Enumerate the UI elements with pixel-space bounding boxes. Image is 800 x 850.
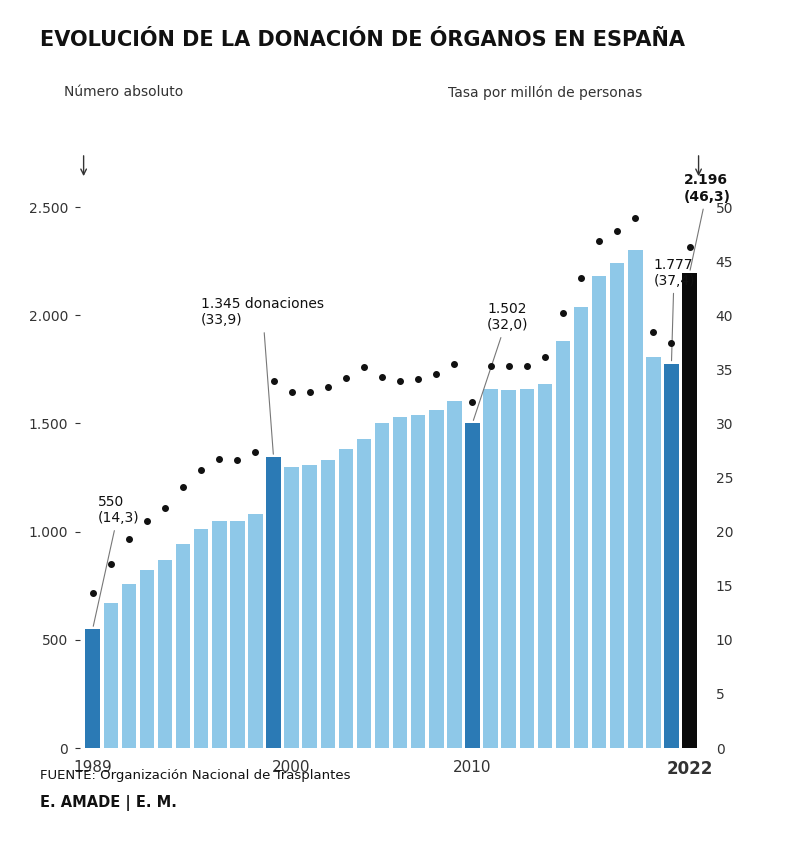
- Bar: [338, 450, 353, 748]
- Bar: [483, 388, 498, 748]
- Bar: [574, 307, 588, 748]
- Bar: [502, 390, 516, 748]
- Bar: [628, 250, 642, 748]
- Bar: [375, 423, 390, 748]
- Bar: [103, 603, 118, 748]
- Text: E. AMADE | E. M.: E. AMADE | E. M.: [40, 795, 177, 811]
- Text: 1.502
(32,0): 1.502 (32,0): [474, 302, 529, 421]
- Bar: [538, 384, 552, 748]
- Bar: [610, 264, 625, 748]
- Bar: [266, 457, 281, 748]
- Bar: [284, 467, 299, 748]
- Bar: [429, 411, 443, 748]
- Bar: [230, 521, 245, 748]
- Text: FUENTE: Organización Nacional de Trasplantes: FUENTE: Organización Nacional de Traspla…: [40, 769, 350, 782]
- Bar: [122, 585, 136, 748]
- Bar: [176, 543, 190, 748]
- Bar: [194, 530, 209, 748]
- Bar: [592, 275, 606, 748]
- Text: 1.345 donaciones
(33,9): 1.345 donaciones (33,9): [201, 297, 324, 454]
- Bar: [212, 521, 226, 748]
- Bar: [466, 423, 480, 748]
- Text: 1.777
(37,4): 1.777 (37,4): [654, 258, 695, 360]
- Bar: [158, 560, 172, 748]
- Bar: [664, 364, 678, 748]
- Bar: [140, 570, 154, 748]
- Bar: [447, 400, 462, 748]
- Text: Número absoluto: Número absoluto: [64, 85, 183, 99]
- Text: 2.196
(46,3): 2.196 (46,3): [684, 173, 731, 270]
- Text: Tasa por millón de personas: Tasa por millón de personas: [448, 85, 642, 99]
- Bar: [357, 439, 371, 748]
- Bar: [302, 465, 317, 748]
- Bar: [682, 273, 697, 748]
- Bar: [519, 388, 534, 748]
- Text: 550
(14,3): 550 (14,3): [94, 495, 140, 626]
- Bar: [321, 460, 335, 748]
- Text: EVOLUCIÓN DE LA DONACIÓN DE ÓRGANOS EN ESPAÑA: EVOLUCIÓN DE LA DONACIÓN DE ÓRGANOS EN E…: [40, 30, 685, 50]
- Bar: [556, 341, 570, 748]
- Bar: [411, 415, 426, 748]
- Bar: [646, 357, 661, 748]
- Bar: [86, 629, 100, 748]
- Bar: [393, 417, 407, 748]
- Bar: [248, 514, 262, 748]
